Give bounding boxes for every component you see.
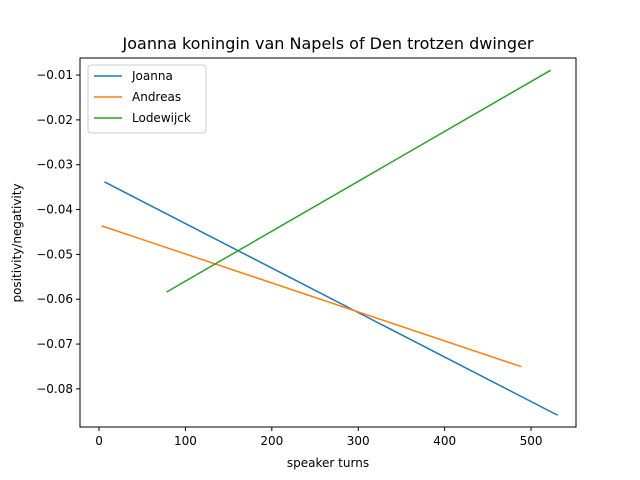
- legend-label-joanna: Joanna: [131, 69, 173, 83]
- plot-area-frame: [79, 57, 577, 428]
- series-line-andreas: [101, 225, 522, 368]
- y-tick-label: −0.06: [36, 292, 73, 306]
- chart-title: Joanna koningin van Napels of Den trotze…: [122, 34, 534, 53]
- y-tick-label: −0.03: [36, 158, 73, 172]
- y-tick-label: −0.01: [36, 68, 73, 82]
- series-line-joanna: [104, 181, 559, 416]
- series-line-lodewijck: [166, 69, 552, 293]
- y-tick-label: −0.04: [36, 203, 73, 217]
- legend: Joanna Andreas Lodewijck: [87, 64, 207, 134]
- y-axis-ticks: −0.08 −0.07 −0.06 −0.05 −0.04 −0.03 −0.02 −0.01: [36, 68, 80, 396]
- legend-label-andreas: Andreas: [132, 90, 181, 104]
- x-tick-label: 0: [95, 434, 103, 448]
- x-tick-label: 200: [260, 434, 283, 448]
- x-axis-label: speaker turns: [287, 456, 369, 470]
- y-tick-label: −0.05: [36, 247, 73, 261]
- y-tick-label: −0.02: [36, 113, 73, 127]
- y-tick-label: −0.07: [36, 337, 73, 351]
- legend-label-lodewijck: Lodewijck: [132, 111, 191, 125]
- legend-box: [87, 64, 207, 134]
- x-tick-label: 300: [347, 434, 370, 448]
- x-tick-label: 100: [174, 434, 197, 448]
- x-tick-label: 400: [433, 434, 456, 448]
- y-tick-label: −0.08: [36, 382, 73, 396]
- y-axis-label: positivity/negativity: [10, 183, 24, 302]
- x-axis-ticks: 0 100 200 300 400 500: [95, 427, 543, 448]
- series-layer: [101, 69, 559, 416]
- x-tick-label: 500: [520, 434, 543, 448]
